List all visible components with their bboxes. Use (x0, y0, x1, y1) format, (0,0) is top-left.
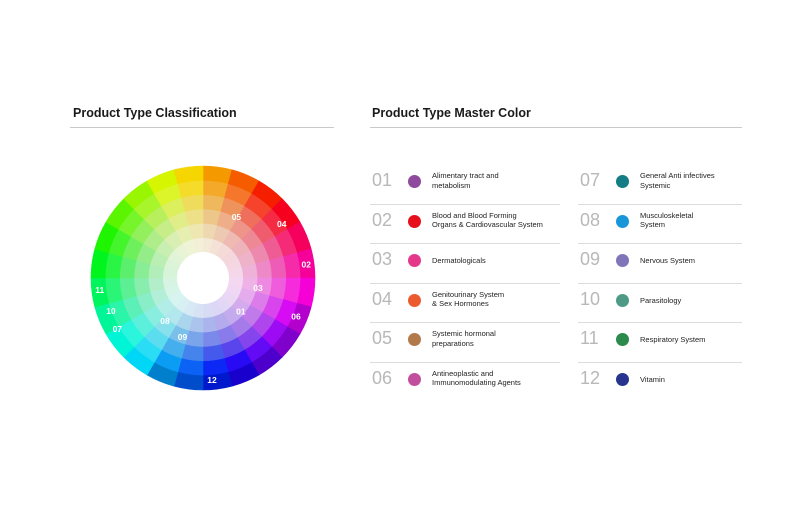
wheel-label-12: 12 (207, 375, 217, 385)
wheel-label-09: 09 (178, 332, 188, 342)
legend-row: 10 Parasitology (578, 284, 742, 323)
wheel-center (177, 252, 229, 304)
legend-column-right: 07 General Anti infectives Systemic 08 Mus… (578, 165, 742, 401)
legend-row: 05 Systemic hormonal preparations (370, 323, 560, 363)
wheel-label-02: 02 (301, 260, 311, 270)
legend-row: 11 Respiratory System (578, 323, 742, 363)
legend-row: 03 Dermatologicals (370, 244, 560, 284)
legend-label: Dermatologicals (432, 256, 486, 265)
legend-color-dot (408, 175, 421, 188)
legend-number: 02 (372, 209, 393, 230)
legend-color-dot (408, 333, 421, 346)
legend-label: Respiratory System (640, 335, 706, 344)
wheel-segment (202, 344, 225, 362)
legend-color-dot (408, 372, 421, 386)
legend-number: 11 (580, 328, 599, 348)
legend-label: Parasitology (640, 295, 682, 305)
legend-label: General Anti infectives Systemic (640, 171, 715, 190)
legend-color-dot (616, 372, 629, 386)
legend-color-dot (616, 214, 629, 228)
legend-row: 06 Antineoplastic and Immunomodulating Ag… (370, 363, 560, 402)
legend-label: Blood and Blood Forming Organs & Cardiov… (432, 210, 543, 230)
legend-label: Systemic hormonal preparations (432, 329, 496, 348)
wheel-label-08: 08 (160, 316, 170, 326)
legend-label: Alimentary tract and metabolism (432, 171, 499, 190)
legend-label: Vitamin (640, 374, 665, 384)
wheel-label-05: 05 (232, 212, 242, 222)
legend-label: Nervous System (640, 256, 696, 265)
wheel-label-01: 01 (236, 306, 246, 316)
legend-number: 04 (372, 288, 393, 309)
wheel-segment (181, 194, 204, 212)
legend-row: 09 Nervous System (578, 244, 742, 284)
legend-row: 07 General Anti infectives Systemic (578, 165, 742, 205)
wheel-label-10: 10 (106, 306, 116, 316)
legend-number: 09 (580, 249, 601, 269)
legend-color-dot (616, 175, 629, 188)
legend-row: 04 Genitourinary System & Sex Hormones (370, 284, 560, 323)
color-wheel: 01 02 03 04 05 06 07 08 09 10 11 12 (90, 165, 316, 391)
legend-color-dot (408, 254, 421, 267)
legend-number: 05 (372, 328, 393, 348)
legend-number: 12 (580, 367, 601, 388)
legend-color-dot (408, 293, 421, 307)
legend-number: 10 (580, 288, 601, 309)
legend-label: Musculoskeletal System (640, 210, 694, 230)
wheel-label-03: 03 (253, 283, 263, 293)
classification-title: Product Type Classification (73, 106, 237, 120)
wheel-label-06: 06 (291, 312, 301, 322)
legend-number: 08 (580, 209, 601, 230)
classification-divider (70, 127, 334, 128)
legend-number: 03 (372, 249, 393, 269)
legend-row: 02 Blood and Blood Forming Organs & Cardi… (370, 205, 560, 244)
wheel-label-07: 07 (113, 324, 123, 334)
legend-label: Genitourinary System & Sex Hormones (432, 289, 505, 309)
master-color-title: Product Type Master Color (372, 106, 531, 120)
legend-label: Antineoplastic and Immunomodulating Agen… (432, 368, 521, 388)
wheel-segment (119, 277, 137, 300)
legend-number: 06 (372, 367, 393, 388)
legend-color-dot (616, 254, 629, 267)
wheel-label-11: 11 (95, 285, 104, 295)
legend-number: 07 (580, 170, 601, 190)
legend-color-dot (616, 333, 629, 346)
legend-column-left: 01 Alimentary tract and metabolism 02 Bloo… (370, 165, 560, 401)
legend-row: 01 Alimentary tract and metabolism (370, 165, 560, 205)
legend-number: 01 (372, 170, 393, 190)
legend-row: 12 Vitamin (578, 363, 742, 402)
wheel-label-04: 04 (277, 219, 287, 229)
legend-color-dot (408, 214, 421, 228)
master-color-divider (370, 127, 742, 128)
legend-color-dot (616, 293, 629, 307)
wheel-segment (173, 165, 204, 185)
legend-row: 08 Musculoskeletal System (578, 205, 742, 244)
wheel-segment (269, 256, 287, 279)
